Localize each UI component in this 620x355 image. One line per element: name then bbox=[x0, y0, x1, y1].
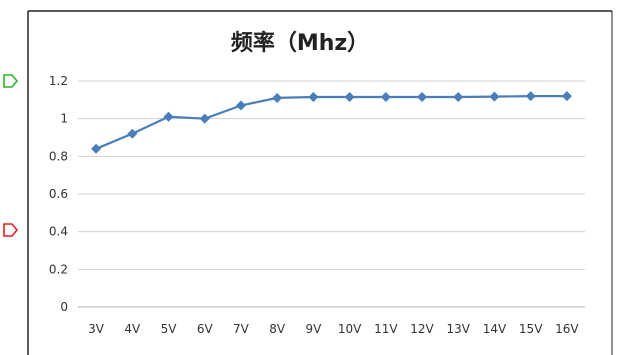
data-point bbox=[453, 92, 464, 103]
x-tick-label: 4V bbox=[124, 322, 141, 336]
y-tick-label: 0.4 bbox=[49, 225, 68, 239]
data-point bbox=[308, 92, 319, 103]
data-point bbox=[417, 92, 428, 103]
data-point bbox=[489, 91, 500, 102]
data-point bbox=[272, 92, 283, 103]
x-tick-label: 8V bbox=[269, 322, 286, 336]
x-tick-label: 12V bbox=[410, 322, 434, 336]
red-marker-icon bbox=[3, 223, 19, 237]
x-tick-label: 15V bbox=[519, 322, 543, 336]
x-tick-label: 14V bbox=[483, 322, 507, 336]
chart-title: 频率（Mhz） bbox=[231, 30, 369, 56]
x-tick-label: 6V bbox=[197, 322, 214, 336]
x-tick-label: 5V bbox=[161, 322, 178, 336]
data-point bbox=[163, 111, 174, 122]
x-tick-label: 13V bbox=[447, 322, 471, 336]
y-tick-label: 0.6 bbox=[49, 187, 68, 201]
data-point bbox=[199, 113, 210, 124]
data-point bbox=[344, 92, 355, 103]
y-tick-label: 1 bbox=[60, 112, 68, 126]
x-tick-label: 10V bbox=[338, 322, 362, 336]
data-points bbox=[91, 91, 572, 154]
x-tick-label: 7V bbox=[233, 322, 250, 336]
x-axis-ticks: 3V 4V 5V 6V 7V 8V 9V 10V 11V 12V 13V 14V 15V 16V bbox=[88, 322, 579, 336]
data-point bbox=[235, 100, 246, 111]
y-tick-label: 0.8 bbox=[49, 149, 68, 163]
x-tick-label: 9V bbox=[305, 322, 322, 336]
grid-lines bbox=[78, 80, 585, 308]
y-tick-label: 1.2 bbox=[49, 74, 68, 88]
data-point bbox=[91, 143, 102, 154]
x-tick-label: 11V bbox=[374, 322, 398, 336]
x-tick-label: 16V bbox=[555, 322, 579, 336]
data-point bbox=[561, 91, 572, 102]
x-tick-label: 3V bbox=[88, 322, 105, 336]
data-point bbox=[380, 92, 391, 103]
y-tick-label: 0.2 bbox=[49, 262, 68, 276]
data-point bbox=[127, 128, 138, 139]
y-axis-ticks: 0 0.2 0.4 0.6 0.8 1 1.2 bbox=[49, 74, 68, 314]
green-marker-icon bbox=[3, 74, 19, 88]
series-line bbox=[95, 95, 567, 150]
y-tick-label: 0 bbox=[60, 300, 68, 314]
data-point bbox=[525, 91, 536, 102]
